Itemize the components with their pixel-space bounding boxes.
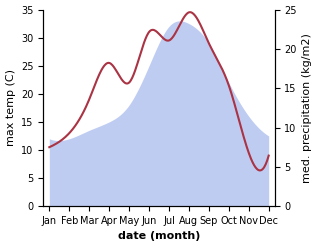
X-axis label: date (month): date (month) [118, 231, 200, 242]
Y-axis label: max temp (C): max temp (C) [5, 69, 16, 146]
Y-axis label: med. precipitation (kg/m2): med. precipitation (kg/m2) [302, 33, 313, 183]
